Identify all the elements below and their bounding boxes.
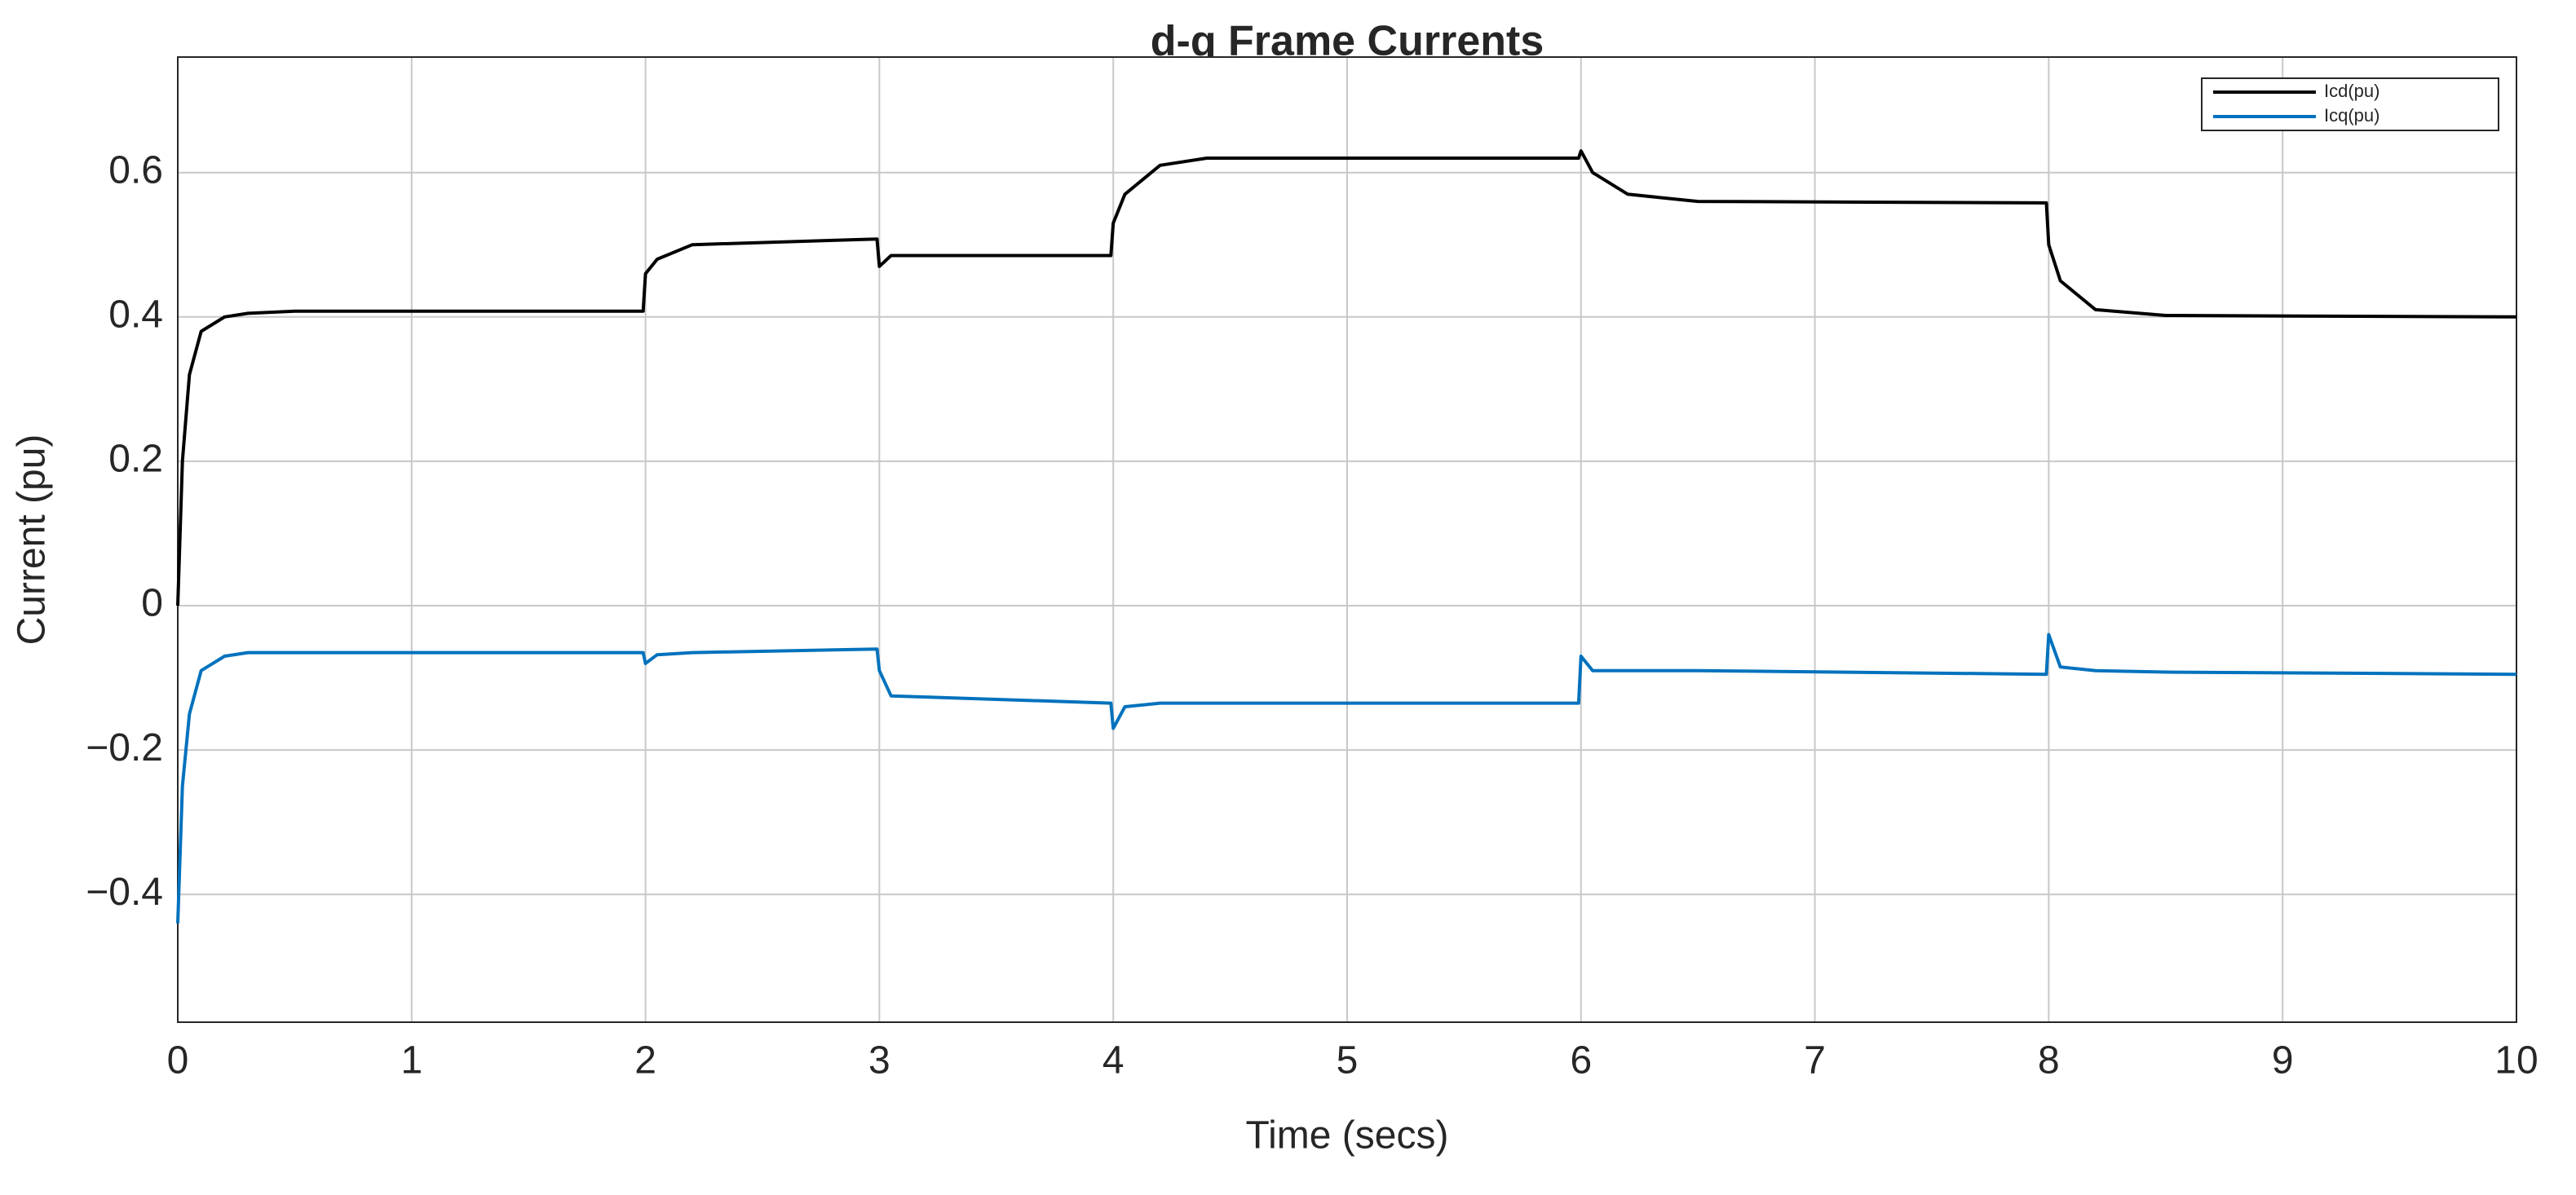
x-tick-label: 3 (868, 1039, 890, 1083)
y-tick-label: 0.6 (108, 148, 163, 192)
x-axis-label: Time (secs) (1246, 1114, 1449, 1158)
x-tick-label: 2 (634, 1039, 656, 1083)
x-tick-label: 1 (400, 1039, 422, 1083)
y-tick-label: −0.2 (86, 726, 163, 769)
legend-label: Icq(pu) (2324, 105, 2379, 126)
y-axis-label: Current (pu) (11, 434, 54, 646)
x-tick-label: 7 (1804, 1039, 1826, 1083)
legend-box (2201, 77, 2499, 131)
x-tick-label: 9 (2272, 1039, 2294, 1083)
x-tick-label: 5 (1337, 1039, 1359, 1083)
x-tick-label: 6 (1570, 1039, 1592, 1083)
x-tick-label: 4 (1102, 1039, 1125, 1083)
x-tick-label: 8 (2038, 1039, 2060, 1083)
y-tick-label: 0 (141, 582, 163, 625)
plot-frame (177, 56, 2517, 1023)
series-line (176, 633, 2517, 924)
y-tick-label: 0.4 (108, 293, 163, 336)
x-tick-label: 10 (2494, 1039, 2538, 1083)
legend-label: Icd(pu) (2324, 81, 2379, 101)
y-tick-label: 0.2 (108, 438, 163, 481)
series-line (176, 149, 2517, 606)
y-tick-label: −0.4 (86, 871, 163, 914)
x-tick-label: 0 (167, 1039, 189, 1083)
